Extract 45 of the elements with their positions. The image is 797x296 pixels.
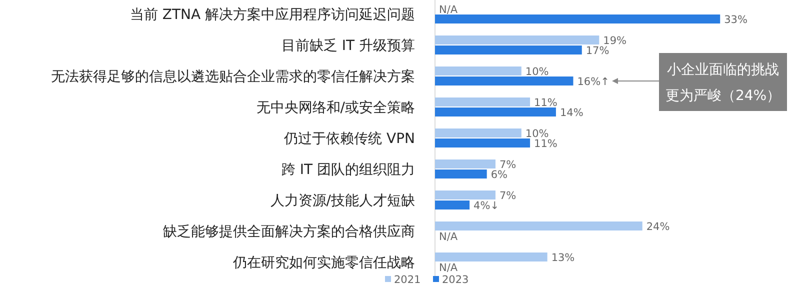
- y-tick-label: 人力资源/技能人才短缺: [270, 193, 415, 209]
- data-label: 16%↑: [577, 76, 610, 88]
- bar: [435, 138, 530, 148]
- data-label: 24%: [646, 221, 670, 233]
- bar: [435, 14, 720, 24]
- bar: [435, 98, 530, 106]
- annotation: 小企业面临的挑战更为严峻（24%）: [665, 62, 781, 104]
- data-label: 33%: [724, 14, 748, 26]
- bar: [435, 252, 548, 262]
- text: N/A: [439, 4, 458, 16]
- y-tick-label: 仍在研究如何实施零信任战略: [232, 255, 415, 271]
- legend-label: 2023: [442, 274, 469, 286]
- bar: [435, 200, 470, 210]
- bar: [435, 222, 642, 230]
- bar: [435, 190, 496, 200]
- bar: [435, 128, 522, 138]
- data-label: 11%: [534, 138, 558, 150]
- data-label: 10%: [525, 66, 549, 78]
- bar: [435, 170, 487, 178]
- bar: [435, 36, 600, 44]
- bar: [435, 46, 582, 54]
- data-label: 7%: [499, 159, 516, 171]
- y-tick-label: 无法获得足够的信息以遴选贴合企业需求的零信任解决方案: [51, 68, 415, 85]
- bar: [435, 160, 496, 168]
- y-tick-label: 跨 IT 团队的组织阻力: [281, 162, 415, 178]
- data-label: 13%: [551, 252, 575, 264]
- data-label: 6%: [490, 169, 508, 181]
- data-label: 14%: [560, 107, 584, 119]
- text: N/A: [439, 231, 458, 243]
- y-tick-label: 无中央网络和/或安全策略: [256, 100, 415, 116]
- y-tick-label: 仍过于依赖传统 VPN: [283, 131, 415, 147]
- legend-label: 2021: [394, 274, 421, 286]
- data-label: 17%: [586, 45, 610, 57]
- y-tick-label: 目前缺乏 IT 升级预算: [281, 38, 415, 54]
- data-label: 7%: [499, 190, 516, 202]
- data-label: 10%: [525, 128, 549, 140]
- bar: [435, 76, 574, 86]
- data-label: 11%: [534, 97, 558, 109]
- bar: [435, 108, 556, 116]
- y-tick-label: 缺乏能够提供全面解决方案的合格供应商: [163, 223, 415, 240]
- y-tick-label: 当前 ZTNA 解决方案中应用程序访问延迟问题: [130, 6, 415, 23]
- data-label: 4%↓: [474, 200, 500, 212]
- data-label: 19%: [603, 35, 627, 47]
- bar: [435, 66, 522, 76]
- text: N/A: [439, 262, 458, 274]
